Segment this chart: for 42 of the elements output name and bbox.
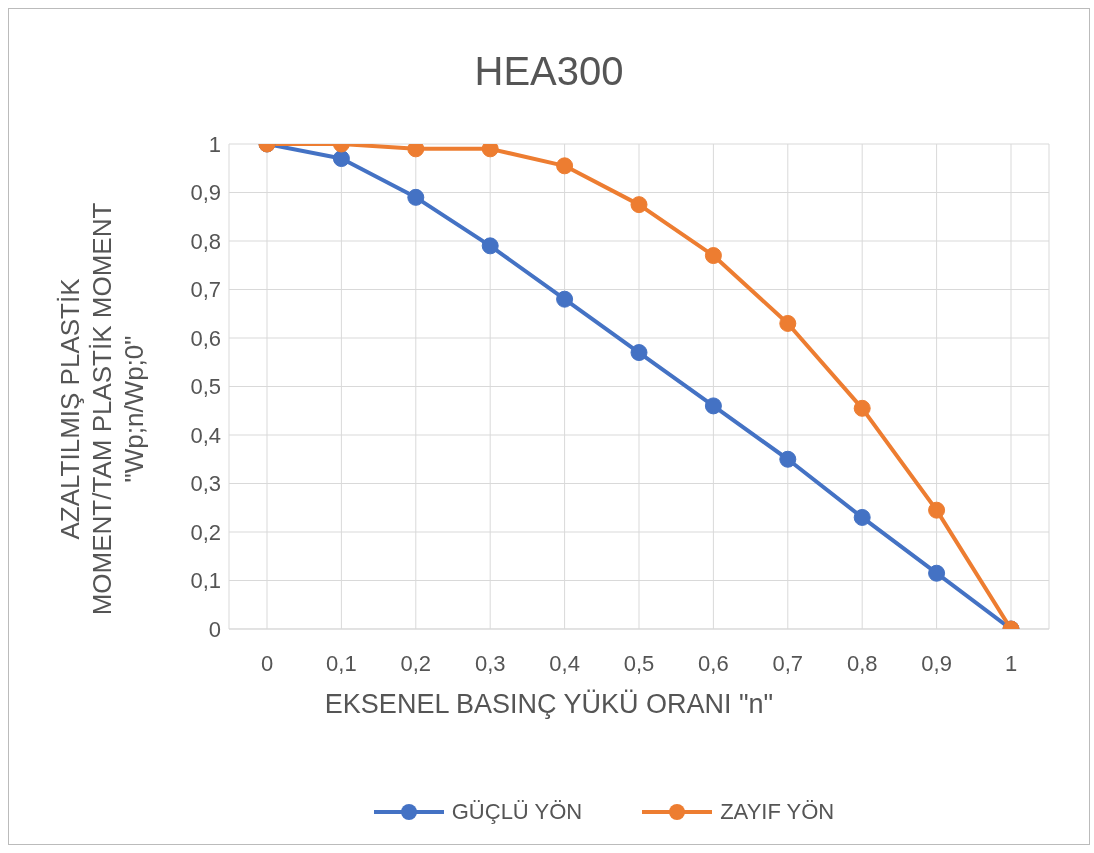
x-tick-label: 0,4 [549, 650, 580, 676]
point [407, 188, 425, 206]
point [630, 344, 648, 362]
x-tick-label: 0,5 [623, 650, 655, 676]
y-tick-label: 1 [208, 131, 221, 157]
x-tick-label: 0,8 [846, 650, 878, 676]
x-axis-title: EKSENEL BASINÇ YÜKÜ ORANI "n" [323, 689, 775, 720]
y-tick-label: 0 [208, 616, 221, 642]
x-tick-label: 0,6 [698, 650, 729, 676]
x-tick-label: 1 [1004, 650, 1018, 676]
point [630, 196, 648, 214]
point [556, 290, 574, 308]
y-tick-label: 0,6 [190, 325, 221, 351]
y-tick-label: 0,1 [190, 568, 221, 594]
x-tick-label: 0,2 [400, 650, 432, 676]
point [779, 314, 797, 332]
y-tick-label: 0,9 [190, 180, 221, 206]
point [481, 237, 499, 255]
y-tick-label: 0,2 [190, 519, 221, 545]
point [704, 247, 722, 265]
x-tick-label: 0,9 [921, 650, 952, 676]
y-tick-label: 0,4 [190, 422, 221, 448]
point [556, 157, 574, 175]
y-tick-label: 0,3 [190, 471, 221, 497]
x-tick-label: 0 [260, 650, 274, 676]
x-tick-label: 0,3 [474, 650, 506, 676]
chart-title: HEA300 [473, 49, 625, 94]
y-tick-label: 0,5 [190, 374, 221, 400]
point [853, 399, 871, 417]
y-axis-title: AZALTILMIŞ PLASTİK MOMENT/TAM PLASTİK MOMENT "Wp;n/Wp;0" [55, 202, 149, 616]
legend-label: GÜÇLÜ YÖN [451, 799, 583, 825]
y-tick-label: 0,8 [190, 228, 221, 254]
point [704, 397, 722, 415]
x-tick-label: 0,1 [326, 650, 357, 676]
point [332, 150, 350, 168]
point [779, 450, 797, 468]
point [853, 508, 871, 526]
point [928, 564, 946, 582]
y-tick-label: 0,7 [190, 277, 221, 303]
legend-label: ZAYIF YÖN [720, 799, 835, 825]
point [928, 501, 946, 519]
x-tick-label: 0,7 [772, 650, 804, 676]
